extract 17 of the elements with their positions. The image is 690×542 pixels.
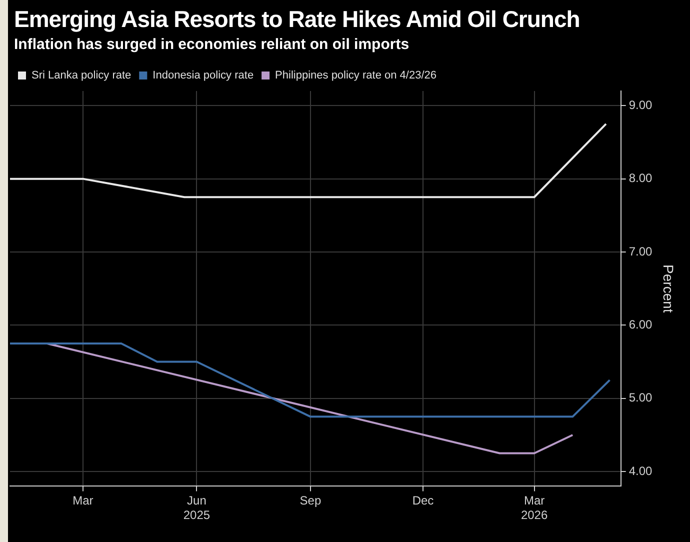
legend-label: Sri Lanka policy rate xyxy=(32,70,132,82)
y2-tick-label: 9.00 xyxy=(628,98,653,112)
x-tick-label: Sep xyxy=(300,494,322,508)
y2-tick-label: 7.00 xyxy=(628,244,653,258)
x-tick-label: Jun 2025 xyxy=(183,494,210,522)
y2-tick-label: 6.00 xyxy=(628,318,653,332)
legend-label: Philippines policy rate on 4/23/26 xyxy=(275,70,437,82)
x-tick-label: Mar 2026 xyxy=(520,494,548,522)
y2-tick-label: 4.00 xyxy=(628,464,653,478)
y2-axis-title: Percent xyxy=(660,264,677,313)
chart-subtitle: Inflation has surged in economies reliant on oil imports xyxy=(14,36,410,53)
x-tick-label: Dec xyxy=(412,494,434,508)
legend-label: Indonesia policy rate xyxy=(152,70,254,82)
y2-tick-label: 8.00 xyxy=(628,171,653,186)
y2-tick-label: 5.00 xyxy=(628,390,653,405)
chart-title: Emerging Asia Resorts to Rate Hikes Amid Oil Crunch xyxy=(14,6,580,33)
x-tick-label: Mar xyxy=(72,494,94,508)
